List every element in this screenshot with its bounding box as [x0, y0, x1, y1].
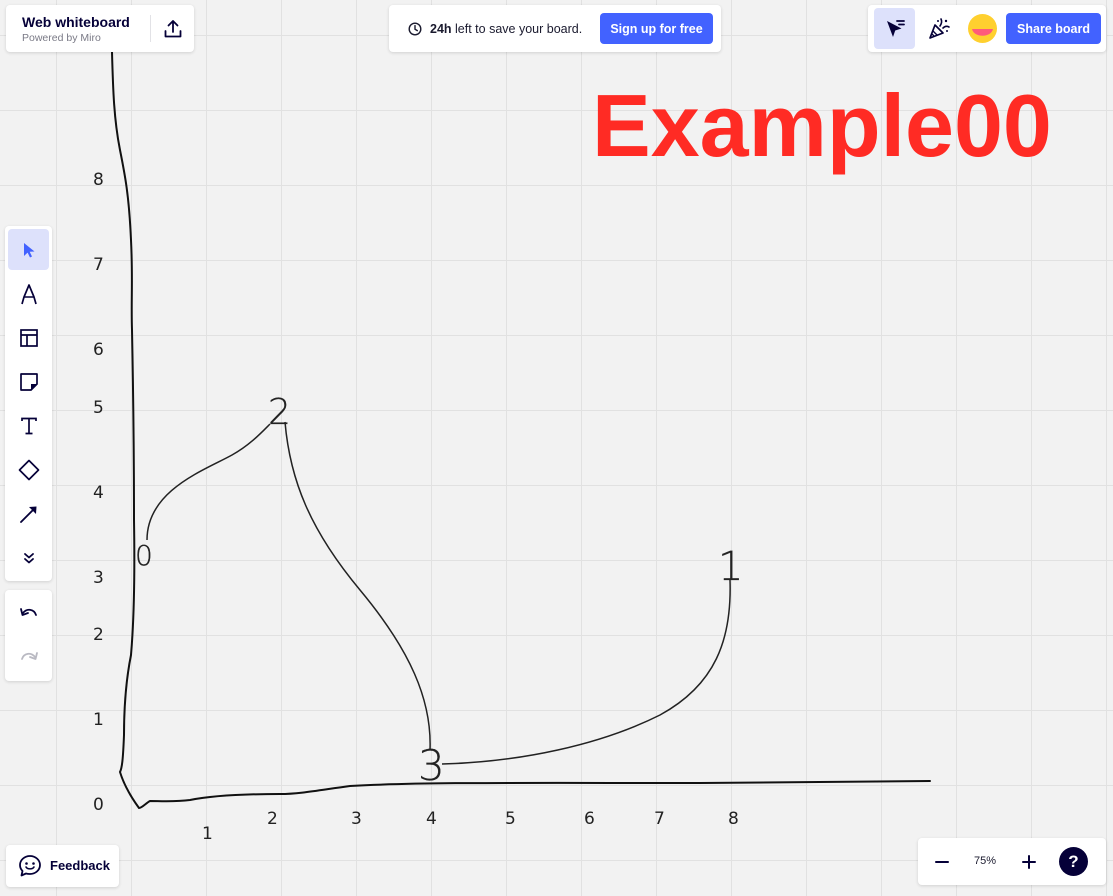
x-label-3: 3 — [351, 809, 362, 829]
pen-tool[interactable] — [8, 273, 49, 314]
y-label-3: 3 — [93, 568, 104, 588]
plus-icon — [1021, 854, 1036, 869]
select-tool[interactable] — [8, 229, 49, 270]
y-label-7: 7 — [93, 255, 104, 275]
left-toolbar — [5, 226, 52, 581]
chevrons-down-icon — [23, 552, 34, 563]
arrow-line-icon — [19, 506, 36, 523]
undo-button[interactable] — [8, 593, 49, 634]
more-tools-button[interactable] — [8, 537, 49, 578]
powered-by-label: Powered by Miro — [22, 32, 101, 44]
hours-left: 24h — [430, 22, 452, 36]
y-label-4: 4 — [93, 483, 104, 503]
y-label-2: 2 — [93, 625, 104, 645]
feedback-label: Feedback — [50, 858, 110, 873]
y-label-6: 6 — [93, 340, 104, 360]
sign-up-button[interactable]: Sign up for free — [600, 13, 713, 44]
shapes-tool[interactable] — [8, 449, 49, 490]
y-axis-labels: 0 1 2 3 4 5 6 7 8 — [93, 170, 104, 815]
clock-icon — [408, 22, 422, 36]
x-label-6: 6 — [584, 809, 595, 829]
minus-icon — [934, 860, 949, 863]
smiley-chat-icon — [19, 855, 41, 877]
export-button[interactable] — [157, 13, 189, 45]
x-axis-labels: 1 2 3 4 5 6 7 8 — [202, 809, 739, 844]
redo-icon — [20, 651, 38, 660]
connection-line-tool[interactable] — [8, 493, 49, 534]
sticky-note-tool[interactable] — [8, 361, 49, 402]
x-label-8: 8 — [728, 809, 739, 829]
y-label-8: 8 — [93, 170, 104, 190]
save-notice-text: 24h left to save your board. — [430, 22, 582, 36]
node-label-0: 0 — [135, 539, 153, 572]
x-label-7: 7 — [654, 809, 665, 829]
zoom-controls: 75% ? — [918, 838, 1106, 885]
cursor-select-icon — [886, 19, 905, 37]
save-notice-panel: 24h left to save your board. Sign up for… — [389, 5, 721, 52]
user-avatar[interactable] — [968, 14, 997, 43]
celebrate-button[interactable] — [918, 8, 959, 49]
undo-icon — [19, 607, 37, 616]
y-label-5: 5 — [93, 398, 104, 418]
x-label-2: 2 — [267, 809, 278, 829]
node-label-2: 2 — [268, 392, 291, 433]
board-title[interactable]: Web whiteboard — [22, 14, 130, 30]
node-labels: 0 2 3 1 — [135, 392, 744, 790]
collaboration-panel: Share board — [868, 5, 1106, 52]
avatar-face-icon — [972, 29, 993, 36]
save-notice-message: left to save your board. — [455, 22, 583, 36]
zoom-level[interactable]: 75% — [973, 855, 997, 867]
zoom-out-button[interactable] — [926, 846, 957, 877]
help-button[interactable]: ? — [1059, 847, 1088, 876]
x-label-5: 5 — [505, 809, 516, 829]
node-label-3: 3 — [418, 741, 445, 790]
brand-panel: Web whiteboard Powered by Miro — [6, 5, 194, 52]
templates-tool[interactable] — [8, 317, 49, 358]
zoom-in-button[interactable] — [1013, 846, 1044, 877]
curve-2-to-3 — [284, 421, 431, 751]
party-popper-icon — [928, 17, 950, 39]
y-label-0: 0 — [93, 795, 104, 815]
x-label-1: 1 — [202, 824, 213, 844]
history-toolbar — [5, 590, 52, 681]
share-board-button[interactable]: Share board — [1006, 13, 1101, 44]
pen-icon — [20, 283, 37, 304]
diamond-icon — [18, 459, 39, 480]
text-tool[interactable] — [8, 405, 49, 446]
board-heading-text[interactable]: Example00 — [592, 76, 1052, 175]
node-label-1: 1 — [718, 544, 743, 590]
cursor-icon — [23, 242, 34, 257]
sticky-note-icon — [19, 372, 38, 391]
upload-icon — [164, 20, 182, 38]
divider — [150, 15, 151, 42]
select-mode-button[interactable] — [874, 8, 915, 49]
x-label-4: 4 — [426, 809, 437, 829]
feedback-button[interactable]: Feedback — [6, 845, 119, 887]
layout-icon — [19, 328, 38, 347]
y-label-1: 1 — [93, 710, 104, 730]
curve-0-to-2 — [146, 423, 271, 541]
text-icon — [20, 417, 37, 434]
redo-button[interactable] — [8, 637, 49, 678]
curve-3-to-1 — [441, 579, 731, 765]
